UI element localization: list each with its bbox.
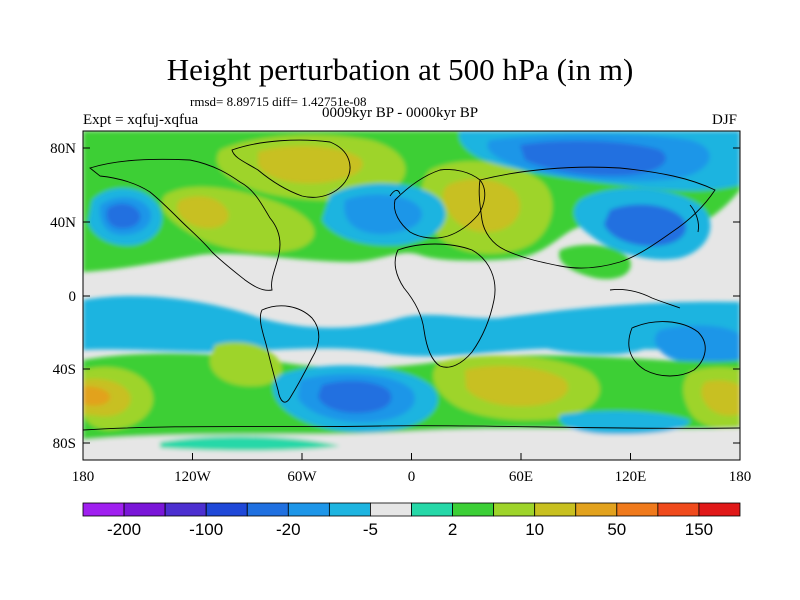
arctic-siberia-core [520,140,666,176]
colorbar-label: 10 [525,520,544,539]
colorbar-swatch [411,502,453,517]
europe-coast [393,169,486,239]
experiment-label: Expt = xqfuj-xqfua [83,112,199,128]
japan-islands [689,204,699,233]
colorbar-swatch [82,502,125,517]
south-atlantic-core [318,380,392,414]
lat-label: 40N [50,215,76,231]
colorbar-swatch [657,502,700,517]
southern-indian-core [465,365,569,407]
australia-coast [628,321,706,377]
south-pacific-high-east-core [701,380,740,416]
colorbar-swatch [575,502,618,517]
lat-label: 40S [53,362,76,378]
colorbar-swatch [246,502,289,517]
colorbar-swatch [452,502,495,517]
lon-label: 180 [729,469,752,485]
colorbar-swatch [205,502,248,517]
lon-label: 60W [287,469,317,485]
colorbar-swatch [123,502,166,517]
colorbar-swatch [287,502,330,517]
lon-label: 180 [72,469,95,485]
uk-islands [389,189,401,197]
colorbar-swatch [328,502,371,517]
longitude-labels: 180 120W 60W 0 60E 120E 180 [72,469,752,485]
period-label: 0009kyr BP - 0000kyr BP [322,105,479,121]
colorbar-label: 50 [607,520,626,539]
season-label: DJF [712,112,738,128]
colorbar-swatch [616,502,659,517]
greenland-core [258,146,363,184]
lon-label: 0 [408,469,416,485]
antarctic-teal [160,436,340,451]
antarctica-coast [83,425,740,431]
colorbar-label: -100 [189,520,223,539]
south-pacific-high-west-peak [83,386,110,406]
lat-label: 0 [69,289,77,305]
colorbar [82,502,741,517]
colorbar-label: -5 [363,520,378,539]
latitude-labels: 80N 40N 0 40S 80S [50,141,76,452]
indian-ocean-low [520,308,660,355]
asia-coast [478,166,716,269]
south-america-coast [259,305,320,403]
lat-label: 80S [53,436,76,452]
north-america-coast [89,158,281,291]
lon-label: 60E [509,469,533,485]
colorbar-swatch [534,502,577,517]
greenland-coast [231,139,351,198]
lon-label: 120E [615,469,647,485]
colorbar-label: -200 [107,520,141,539]
plot-title: Height perturbation at 500 hPa (in m) [166,52,634,87]
colorbar-label: 2 [448,520,457,539]
indonesia-islands [609,289,681,309]
subtropical-green-patch [559,244,631,280]
lat-label: 80N [50,141,76,157]
japan-core [604,204,687,246]
pacific-low [654,325,740,366]
lon-label: 120W [174,469,212,485]
colorbar-label: -20 [276,520,301,539]
africa-coast [394,243,496,368]
anomaly-field [83,131,740,460]
colorbar-swatch [370,502,412,517]
north-pacific-core [106,203,141,229]
colorbar-labels: -200 -100 -20 -5 2 10 50 150 [107,520,713,539]
antarctic-gray [83,428,740,460]
coastlines [83,139,740,431]
colorbar-swatch [493,502,536,517]
colorbar-swatch [698,502,741,517]
colorbar-swatch [164,502,207,517]
axis-ticks [82,147,741,460]
colorbar-label: 150 [685,520,713,539]
europe-core [442,179,520,233]
stats-line: rmsd= 8.89715 diff= 1.42751e-08 [190,94,367,109]
na-west-core [176,196,229,229]
southern-central-high [209,342,282,387]
